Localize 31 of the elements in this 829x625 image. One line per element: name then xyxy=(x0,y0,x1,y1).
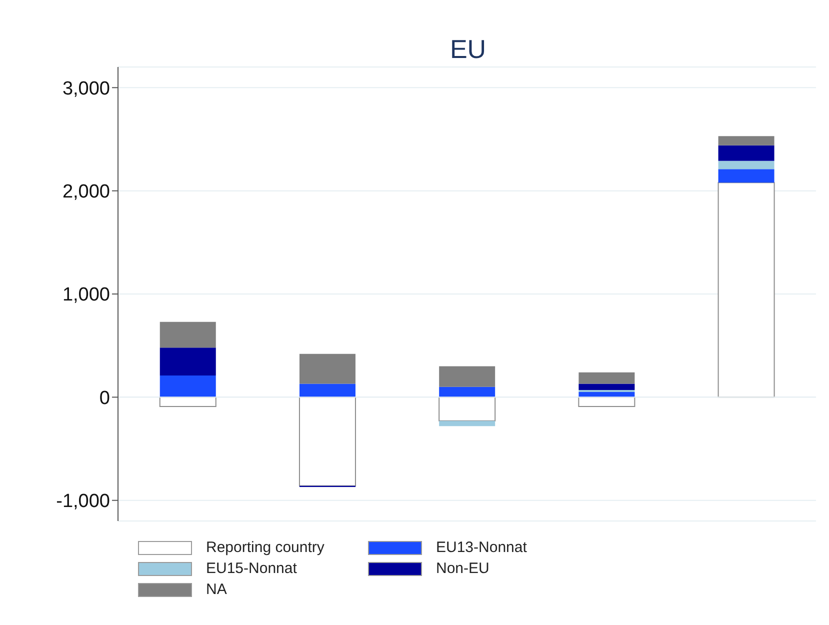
bar xyxy=(439,366,496,387)
bar xyxy=(160,376,216,398)
legend-label: NA xyxy=(206,581,227,598)
bar xyxy=(718,160,774,170)
bar xyxy=(718,145,774,161)
bar xyxy=(578,390,635,392)
chart-title: EU xyxy=(448,34,488,65)
y-tick-label: 3,000 xyxy=(62,78,110,100)
bar xyxy=(718,182,775,398)
bar xyxy=(299,384,356,398)
y-tick-label: 1,000 xyxy=(62,284,110,306)
y-tick-label: 2,000 xyxy=(62,182,110,203)
bar xyxy=(578,384,635,390)
bar xyxy=(439,386,496,398)
bar xyxy=(160,322,216,348)
bar xyxy=(438,396,496,422)
bar xyxy=(298,396,356,486)
bar xyxy=(439,420,496,426)
bar xyxy=(578,372,635,384)
bar xyxy=(299,354,356,384)
bar xyxy=(159,396,216,407)
legend-label: EU15-Nonnat xyxy=(206,560,297,577)
legend-label: EU13-Nonnat xyxy=(436,539,527,556)
legend-label: Non-EU xyxy=(436,560,490,577)
y-tick-label: -1,000 xyxy=(56,491,110,512)
bar xyxy=(578,396,636,407)
bar xyxy=(160,348,216,376)
legend-label: Reporting country xyxy=(206,539,324,556)
bar xyxy=(718,136,774,146)
bar xyxy=(718,169,774,183)
y-tick-label: 0 xyxy=(99,388,110,409)
